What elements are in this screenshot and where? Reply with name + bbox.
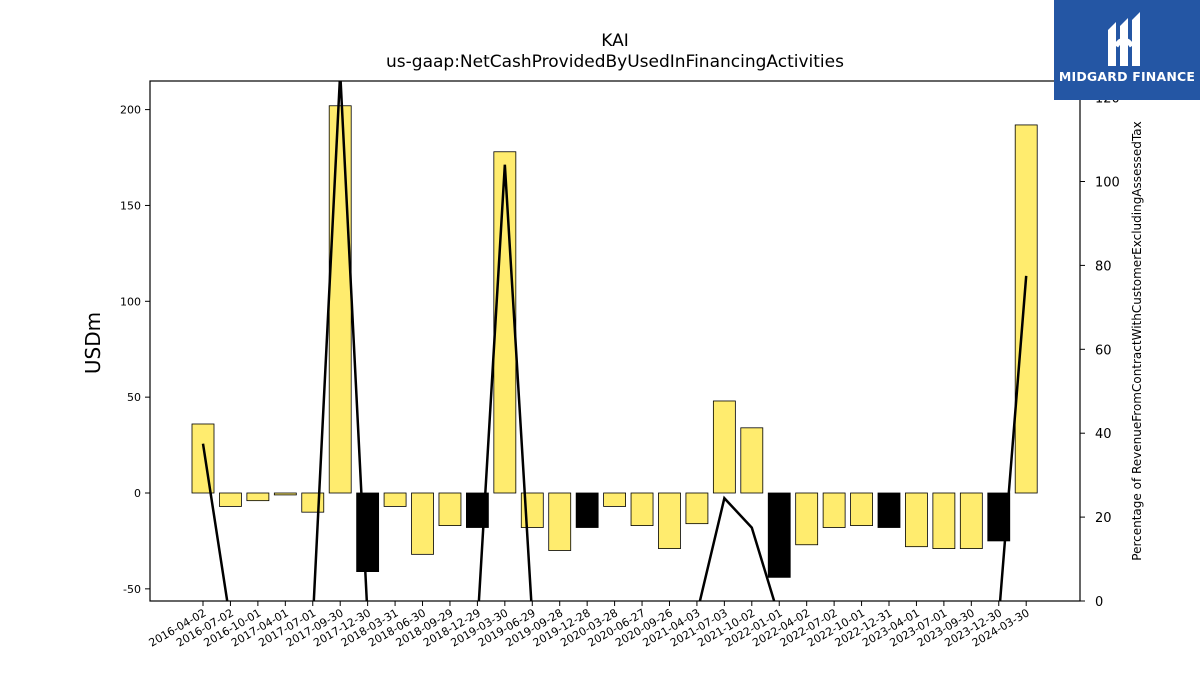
y2-tick-label: 60 — [1095, 343, 1112, 358]
bar — [1014, 124, 1038, 494]
y-tick-label: 100 — [120, 295, 141, 308]
logo-text: MIDGARD FINANCE — [1058, 69, 1196, 84]
y-tick-label: 0 — [134, 487, 141, 500]
bar — [877, 492, 901, 528]
bar — [822, 492, 846, 528]
bar — [493, 151, 517, 494]
chart-subtitle: us-gaap:NetCashProvidedByUsedInFinancing… — [386, 52, 844, 72]
y2-tick-label: 100 — [1095, 176, 1120, 191]
series-line — [201, 81, 1028, 601]
bar — [712, 400, 736, 494]
y-tick-label: 150 — [120, 199, 141, 212]
bar — [767, 492, 791, 578]
bar — [658, 492, 681, 549]
bar — [301, 492, 325, 513]
y2-tick-label: 20 — [1095, 511, 1112, 526]
y-tick-label: -50 — [123, 583, 141, 596]
y2-tick-label: 40 — [1095, 427, 1112, 442]
y-axis-label: USDm — [81, 312, 105, 374]
bar — [603, 492, 626, 507]
bar — [219, 492, 242, 507]
bar — [740, 427, 764, 494]
bar — [959, 492, 983, 549]
midgard-finance-logo: MIDGARD FINANCE — [1054, 0, 1200, 100]
bar — [850, 492, 873, 526]
y-tick-label: 200 — [120, 104, 141, 117]
bar — [685, 492, 709, 525]
bar — [987, 492, 1011, 542]
bar — [356, 492, 380, 572]
bar — [411, 492, 434, 555]
bar — [383, 492, 407, 507]
y2-tick-label: 0 — [1095, 595, 1103, 610]
bar — [932, 492, 956, 549]
bar — [575, 492, 599, 528]
logo-mark-icon — [1108, 12, 1140, 66]
y2-tick-label: 80 — [1095, 259, 1112, 274]
bar — [630, 492, 654, 526]
bar — [328, 105, 352, 494]
y-tick-label: 50 — [127, 391, 141, 404]
y2-axis-label: Percentage of RevenueFromContractWithCus… — [1130, 121, 1144, 560]
bar — [795, 492, 819, 546]
bar — [191, 423, 215, 494]
chart-title: KAI — [601, 31, 629, 51]
bar — [905, 492, 928, 548]
bar — [548, 492, 572, 551]
bar — [438, 492, 462, 526]
bar — [273, 492, 297, 496]
bar — [246, 492, 270, 502]
